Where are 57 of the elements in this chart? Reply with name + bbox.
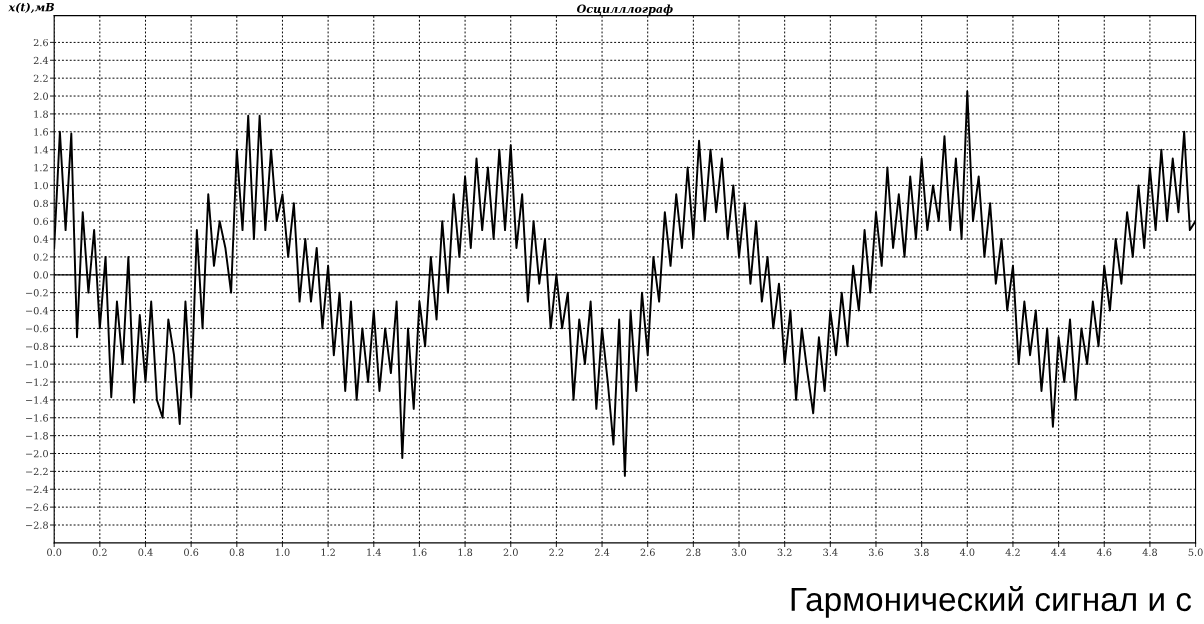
x-tick-label: 1.0: [275, 548, 290, 556]
y-tick-label: −1.4: [26, 396, 49, 404]
x-tick-label: 2.4: [594, 548, 610, 556]
y-tick-label: 0.4: [33, 235, 49, 243]
y-tick-label: −1.6: [26, 414, 49, 422]
x-tick-label: 3.8: [914, 548, 929, 556]
y-tick-label: 2.6: [33, 38, 49, 47]
y-tick-label: −0.4: [26, 307, 49, 315]
x-tick-label: 0.6: [184, 548, 199, 556]
x-tick-label: 4.8: [1142, 548, 1157, 556]
y-tick-label: 1.0: [34, 181, 48, 190]
x-tick-label: 0.8: [229, 548, 244, 556]
x-tick-label: 3.4: [823, 548, 838, 556]
y-tick-label: 0.6: [33, 217, 49, 225]
x-tick-label: 4.4: [1051, 548, 1066, 556]
text: Гармонический сигнал и с: [791, 586, 1192, 618]
x-tick-label: 3.6: [868, 548, 884, 556]
y-tick-label: −0.2: [26, 289, 48, 297]
x-tick-label: 3.0: [732, 548, 747, 556]
x-tick-label: 1.4: [367, 548, 382, 556]
y-tick-label: 2.4: [33, 56, 49, 65]
x-tick-label: 1.6: [412, 548, 427, 556]
x-tick-label: 4.6: [1096, 548, 1112, 556]
y-tick-label: 2.0: [33, 92, 48, 100]
y-tick-label: −2.2: [26, 467, 48, 476]
y-tick-label: 0.2: [33, 253, 48, 261]
x-tick-label: 2.6: [640, 548, 655, 556]
y-tick-label: −1.2: [26, 378, 48, 386]
y-tick-label: 1.4: [34, 146, 49, 154]
y-tick-label: −2.6: [26, 503, 49, 511]
x-tick-label: 4.2: [1005, 548, 1020, 556]
y-tick-label: 1.8: [34, 110, 48, 118]
y-tick-label: −2.4: [26, 485, 49, 494]
x-tick-label: 2.0: [503, 548, 518, 556]
x-tick-label: 0.0: [47, 548, 62, 556]
chart-title: Осцилллограф: [576, 4, 673, 16]
y-tick-label: −1.8: [26, 432, 48, 440]
x-tick-label: 0.4: [138, 548, 153, 556]
x-tick-label: 2.8: [686, 548, 701, 556]
y-axis-title: x(t),мВ: [8, 2, 54, 14]
y-tick-label: 2.2: [33, 74, 48, 82]
x-tick-label: 1.8: [458, 548, 473, 556]
x-tick-label: 1.2: [321, 548, 335, 556]
y-tick-label: 1.6: [34, 128, 49, 136]
x-tick-label: 5.0: [1188, 548, 1203, 556]
y-tick-label: 0.8: [33, 199, 48, 208]
y-tick-label: 1.2: [34, 164, 48, 172]
y-tick-label: −2.8: [26, 521, 48, 529]
y-tick-label: −2.0: [26, 449, 48, 458]
x-tick-label: 3.2: [777, 548, 792, 556]
x-tick-label: 4.0: [959, 548, 975, 556]
y-tick-label: −0.8: [26, 342, 48, 351]
y-tick-label: 0.0: [33, 271, 48, 279]
y-tick-label: −1.0: [26, 360, 48, 368]
x-tick-label: 0.2: [92, 548, 107, 556]
x-tick-label: 2.2: [549, 548, 564, 556]
y-tick-label: −0.6: [26, 324, 49, 333]
